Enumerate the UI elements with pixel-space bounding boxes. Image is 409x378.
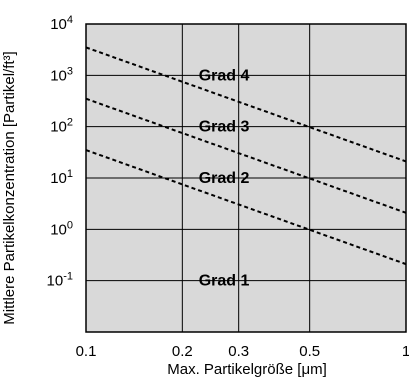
y-tick-exponent: 4 bbox=[67, 14, 73, 26]
grade-label: Grad 4 bbox=[199, 67, 250, 84]
grade-boundary-line bbox=[85, 46, 407, 163]
x-axis-title: Max. Partikelgröße [μm] bbox=[167, 361, 327, 378]
y-tick-exponent: 0 bbox=[67, 219, 73, 231]
x-tick-label: 1 bbox=[402, 343, 409, 360]
y-tick-exponent: 1 bbox=[67, 168, 73, 180]
y-tick-label: 104 bbox=[50, 14, 73, 33]
x-tick-label: 0.2 bbox=[172, 343, 193, 360]
x-tick-label: 0.3 bbox=[228, 343, 249, 360]
x-tick-label: 0.5 bbox=[299, 343, 320, 360]
plot-frame bbox=[85, 23, 407, 333]
grade-boundary-line bbox=[85, 97, 407, 214]
x-tick-label: 0.1 bbox=[76, 343, 97, 360]
y-axis-title: Mittlere Partikelkonzentration [Partikel… bbox=[1, 51, 18, 324]
grade-label: Grad 1 bbox=[199, 273, 250, 290]
y-tick-exponent: -1 bbox=[63, 271, 73, 283]
y-tick-base: 10 bbox=[50, 119, 67, 136]
grade-label: Grad 3 bbox=[199, 119, 250, 136]
y-tick-label: 100 bbox=[50, 219, 73, 238]
y-tick-label: 101 bbox=[50, 168, 73, 187]
y-tick-exponent: 2 bbox=[67, 117, 73, 129]
y-tick-base: 10 bbox=[50, 16, 67, 33]
y-tick-label: 10-1 bbox=[47, 271, 73, 290]
grade-label: Grad 2 bbox=[199, 170, 250, 187]
y-tick-base: 10 bbox=[50, 67, 67, 84]
y-tick-label: 102 bbox=[50, 117, 73, 136]
grade-boundary-line bbox=[85, 149, 407, 266]
y-tick-label: 103 bbox=[50, 65, 73, 84]
y-tick-base: 10 bbox=[47, 273, 64, 290]
annotations: Grad 4 Grad 3 Grad 2 Grad 1 bbox=[199, 67, 250, 289]
series-layer bbox=[85, 46, 407, 266]
y-tick-base: 10 bbox=[50, 221, 67, 238]
y-tick-base: 10 bbox=[50, 170, 67, 187]
y-tick-exponent: 3 bbox=[67, 65, 73, 77]
